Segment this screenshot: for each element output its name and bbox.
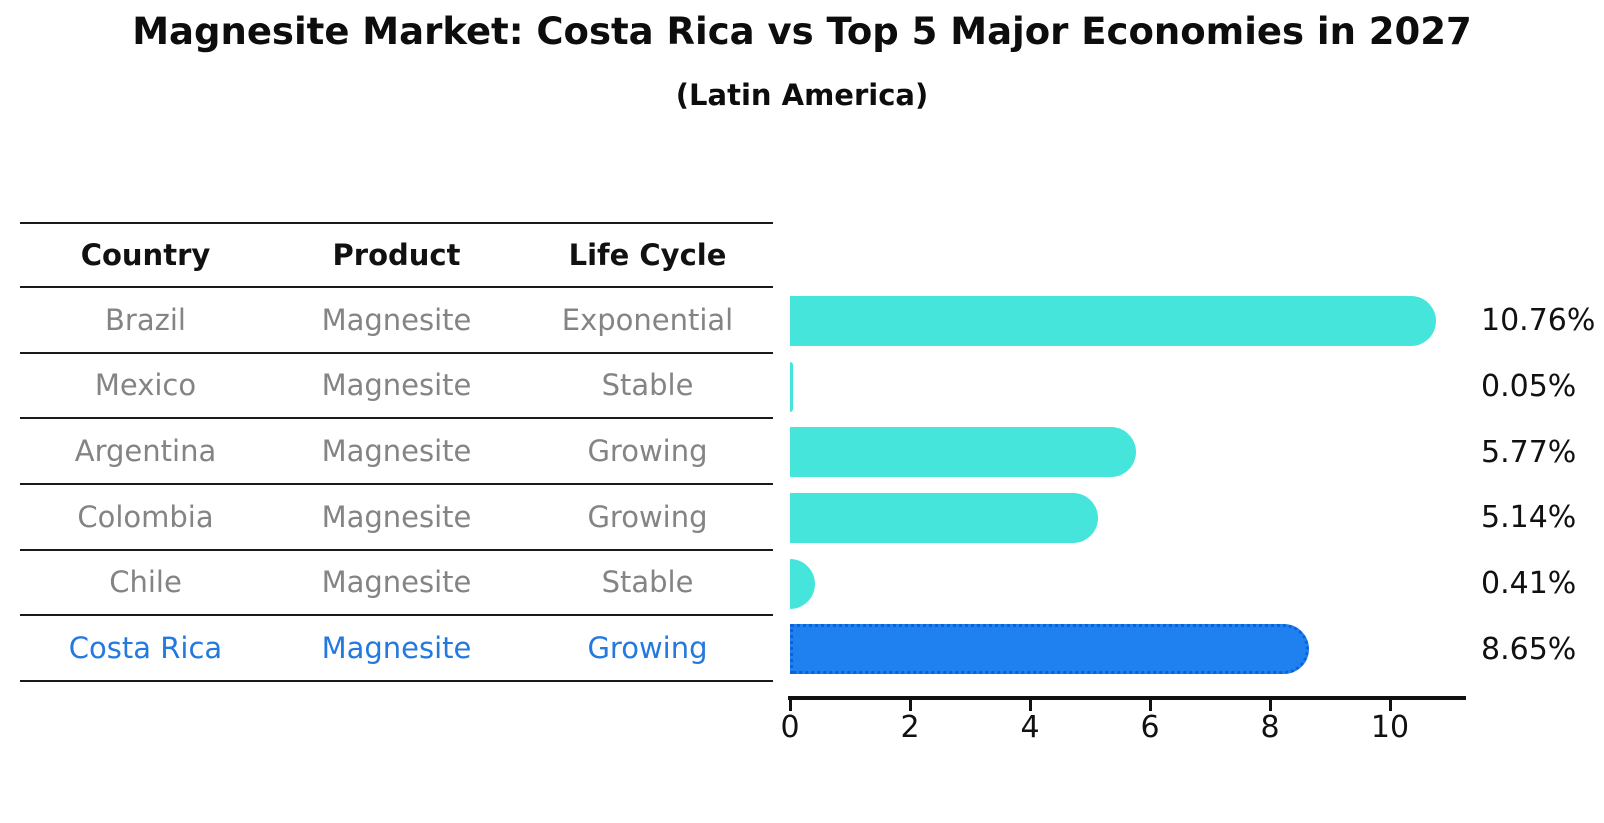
table-cell-country: Mexico: [94, 368, 197, 403]
bar-row: [790, 419, 1468, 485]
x-tick-mark: [1028, 700, 1032, 711]
bar-costa-rica: [790, 624, 1309, 675]
table-cell-country: Costa Rica: [68, 631, 223, 666]
bar-colombia: [790, 492, 1099, 543]
bar-chart: [790, 288, 1468, 682]
table-cell-life-cycle: Growing: [587, 499, 708, 534]
table-cell-life-cycle: Growing: [587, 434, 708, 469]
bar-argentina: [790, 427, 1137, 478]
bar-value-label: 5.14%: [1481, 500, 1577, 536]
chart-subtitle: (Latin America): [675, 78, 929, 112]
bar-value-label: 0.05%: [1481, 368, 1577, 404]
x-tick-mark: [788, 700, 792, 711]
x-tick-label: 2: [900, 710, 920, 745]
bar-row: [790, 485, 1468, 551]
bar-value-label: 5.77%: [1481, 434, 1577, 470]
x-tick-label: 10: [1370, 710, 1410, 745]
bar-row: [790, 616, 1468, 682]
table-row: Colombia Magnesite Growing: [20, 485, 773, 551]
x-tick-label: 0: [780, 710, 800, 745]
table-cell-product: Magnesite: [321, 302, 472, 337]
table-body: Brazil Magnesite Exponential Mexico Magnesit…: [20, 288, 773, 682]
x-tick-mark: [908, 700, 912, 711]
chart-title: Magnesite Market: Costa Rica vs Top 5 Ma…: [132, 10, 1472, 53]
x-tick-mark: [1388, 700, 1392, 711]
bar-row: [790, 354, 1468, 420]
table-cell-country: Chile: [109, 565, 182, 600]
table-header-row: Country Product Life Cycle: [20, 222, 773, 288]
x-axis-line: [788, 696, 1466, 700]
table-cell-country: Argentina: [74, 434, 217, 469]
bar-value-label: 0.41%: [1481, 565, 1577, 601]
table-cell-product: Magnesite: [321, 434, 472, 469]
country-table: Country Product Life Cycle Brazil Magnesite…: [20, 222, 773, 682]
table-cell-product: Magnesite: [321, 368, 472, 403]
table-row: Argentina Magnesite Growing: [20, 419, 773, 485]
table-row: Brazil Magnesite Exponential: [20, 288, 773, 354]
x-tick-label: 4: [1020, 710, 1040, 745]
table-row: Chile Magnesite Stable: [20, 551, 773, 617]
bar-chile: [790, 558, 815, 609]
x-tick-label: 8: [1260, 710, 1280, 745]
bar-mexico: [790, 361, 793, 412]
table-cell-country: Colombia: [77, 499, 214, 534]
x-tick-label: 6: [1140, 710, 1160, 745]
bar-row: [790, 288, 1468, 354]
bar-value-label: 8.65%: [1481, 631, 1577, 667]
table-cell-life-cycle: Exponential: [561, 302, 734, 337]
table-header-cell: Country: [80, 238, 211, 272]
table-cell-product: Magnesite: [321, 631, 472, 666]
table-cell-product: Magnesite: [321, 565, 472, 600]
table-cell-life-cycle: Stable: [601, 368, 694, 403]
x-tick-mark: [1148, 700, 1152, 711]
table-row: Costa Rica Magnesite Growing: [20, 616, 773, 682]
table-header-cell: Life Cycle: [568, 238, 727, 272]
bar-row: [790, 551, 1468, 617]
value-labels: 10.76% 0.05% 5.77% 5.14% 0.41% 8.65%: [1481, 288, 1601, 682]
table-row: Mexico Magnesite Stable: [20, 354, 773, 420]
table-cell-life-cycle: Stable: [601, 565, 694, 600]
table-cell-country: Brazil: [105, 302, 186, 337]
bar-value-label: 10.76%: [1481, 303, 1596, 339]
x-tick-mark: [1268, 700, 1272, 711]
table-cell-life-cycle: Growing: [587, 631, 708, 666]
table-header-cell: Product: [332, 238, 461, 272]
bar-brazil: [790, 296, 1436, 346]
table-cell-product: Magnesite: [321, 499, 472, 534]
